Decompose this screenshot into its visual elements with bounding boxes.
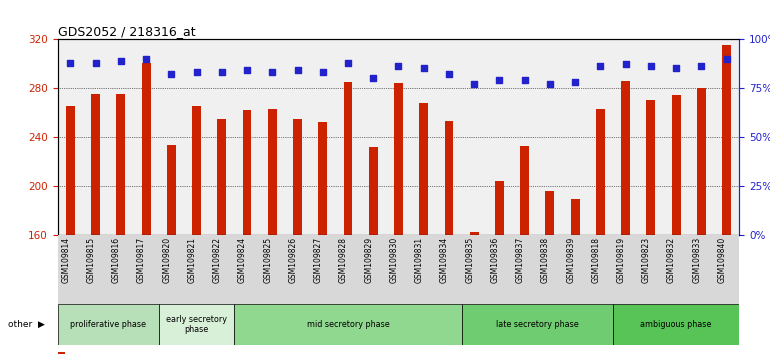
Text: GSM109821: GSM109821	[188, 237, 196, 283]
Point	[518, 78, 531, 83]
Point	[494, 78, 506, 83]
Bar	[671, 96, 681, 235]
Text: GSM109840: GSM109840	[718, 237, 727, 283]
Point	[619, 62, 631, 67]
Text: GSM109822: GSM109822	[213, 237, 222, 283]
Bar	[159, 304, 234, 345]
Point	[721, 56, 733, 62]
Point	[165, 72, 177, 77]
Bar	[142, 63, 150, 235]
Text: GSM109828: GSM109828	[339, 237, 348, 283]
Text: GSM109815: GSM109815	[86, 237, 95, 283]
Text: GSM109833: GSM109833	[692, 237, 701, 283]
Text: GSM109818: GSM109818	[591, 237, 601, 283]
Bar	[521, 146, 529, 235]
Bar	[647, 100, 655, 235]
Text: GSM109832: GSM109832	[667, 237, 676, 283]
Text: GSM109814: GSM109814	[62, 237, 70, 283]
Point	[367, 75, 380, 81]
Bar	[293, 119, 302, 235]
Text: GSM109830: GSM109830	[390, 237, 398, 283]
Point	[594, 64, 607, 69]
Text: GSM109837: GSM109837	[516, 237, 524, 283]
Text: GSM109836: GSM109836	[490, 237, 500, 283]
Bar	[697, 88, 706, 235]
Bar	[596, 109, 604, 235]
Bar	[192, 107, 201, 235]
Text: mid secretory phase: mid secretory phase	[306, 320, 390, 329]
Text: GSM109824: GSM109824	[238, 237, 247, 283]
Text: GSM109835: GSM109835	[465, 237, 474, 283]
Point	[695, 64, 708, 69]
Point	[140, 56, 152, 62]
Text: GSM109834: GSM109834	[440, 237, 449, 283]
Bar	[571, 199, 580, 235]
Text: GSM109825: GSM109825	[263, 237, 273, 283]
Text: other  ▶: other ▶	[8, 320, 45, 329]
Point	[670, 65, 682, 71]
Text: ambiguous phase: ambiguous phase	[641, 320, 711, 329]
Point	[569, 79, 581, 85]
Point	[64, 60, 76, 65]
Point	[216, 69, 228, 75]
Bar	[268, 109, 276, 235]
Bar	[318, 122, 327, 235]
Bar	[167, 144, 176, 235]
Point	[241, 68, 253, 73]
Point	[443, 72, 455, 77]
Bar	[722, 45, 731, 235]
Bar	[369, 147, 377, 235]
Point	[190, 69, 203, 75]
Text: proliferative phase: proliferative phase	[70, 320, 146, 329]
Bar	[420, 103, 428, 235]
Text: GSM109816: GSM109816	[112, 237, 121, 283]
Text: GSM109823: GSM109823	[642, 237, 651, 283]
Bar	[116, 94, 126, 235]
Text: GSM109820: GSM109820	[162, 237, 171, 283]
Point	[89, 60, 102, 65]
Bar	[444, 121, 454, 235]
Bar	[58, 304, 159, 345]
Bar	[495, 181, 504, 235]
Bar	[234, 304, 461, 345]
Point	[342, 60, 354, 65]
Text: GSM109838: GSM109838	[541, 237, 550, 283]
Bar	[217, 119, 226, 235]
Point	[266, 69, 279, 75]
Bar	[91, 94, 100, 235]
Bar	[394, 83, 403, 235]
Text: early secretory
phase: early secretory phase	[166, 315, 227, 335]
Point	[644, 64, 657, 69]
Text: GSM109819: GSM109819	[617, 237, 625, 283]
Bar	[621, 81, 630, 235]
Bar	[613, 304, 739, 345]
Point	[115, 58, 127, 63]
Bar	[470, 232, 479, 235]
Point	[291, 68, 303, 73]
Text: GSM109831: GSM109831	[415, 237, 424, 283]
Point	[417, 65, 430, 71]
Point	[544, 81, 556, 87]
Text: late secretory phase: late secretory phase	[496, 320, 579, 329]
Bar	[58, 352, 65, 354]
Text: GSM109817: GSM109817	[137, 237, 146, 283]
Text: GSM109827: GSM109827	[313, 237, 323, 283]
Point	[468, 81, 480, 87]
Text: GDS2052 / 218316_at: GDS2052 / 218316_at	[58, 25, 196, 38]
Bar	[243, 110, 252, 235]
Bar	[461, 304, 613, 345]
Point	[316, 69, 329, 75]
Text: GSM109826: GSM109826	[289, 237, 297, 283]
Text: GSM109829: GSM109829	[364, 237, 373, 283]
Bar	[66, 107, 75, 235]
Text: GSM109839: GSM109839	[566, 237, 575, 283]
Point	[392, 64, 404, 69]
Bar	[343, 82, 353, 235]
Bar	[545, 191, 554, 235]
